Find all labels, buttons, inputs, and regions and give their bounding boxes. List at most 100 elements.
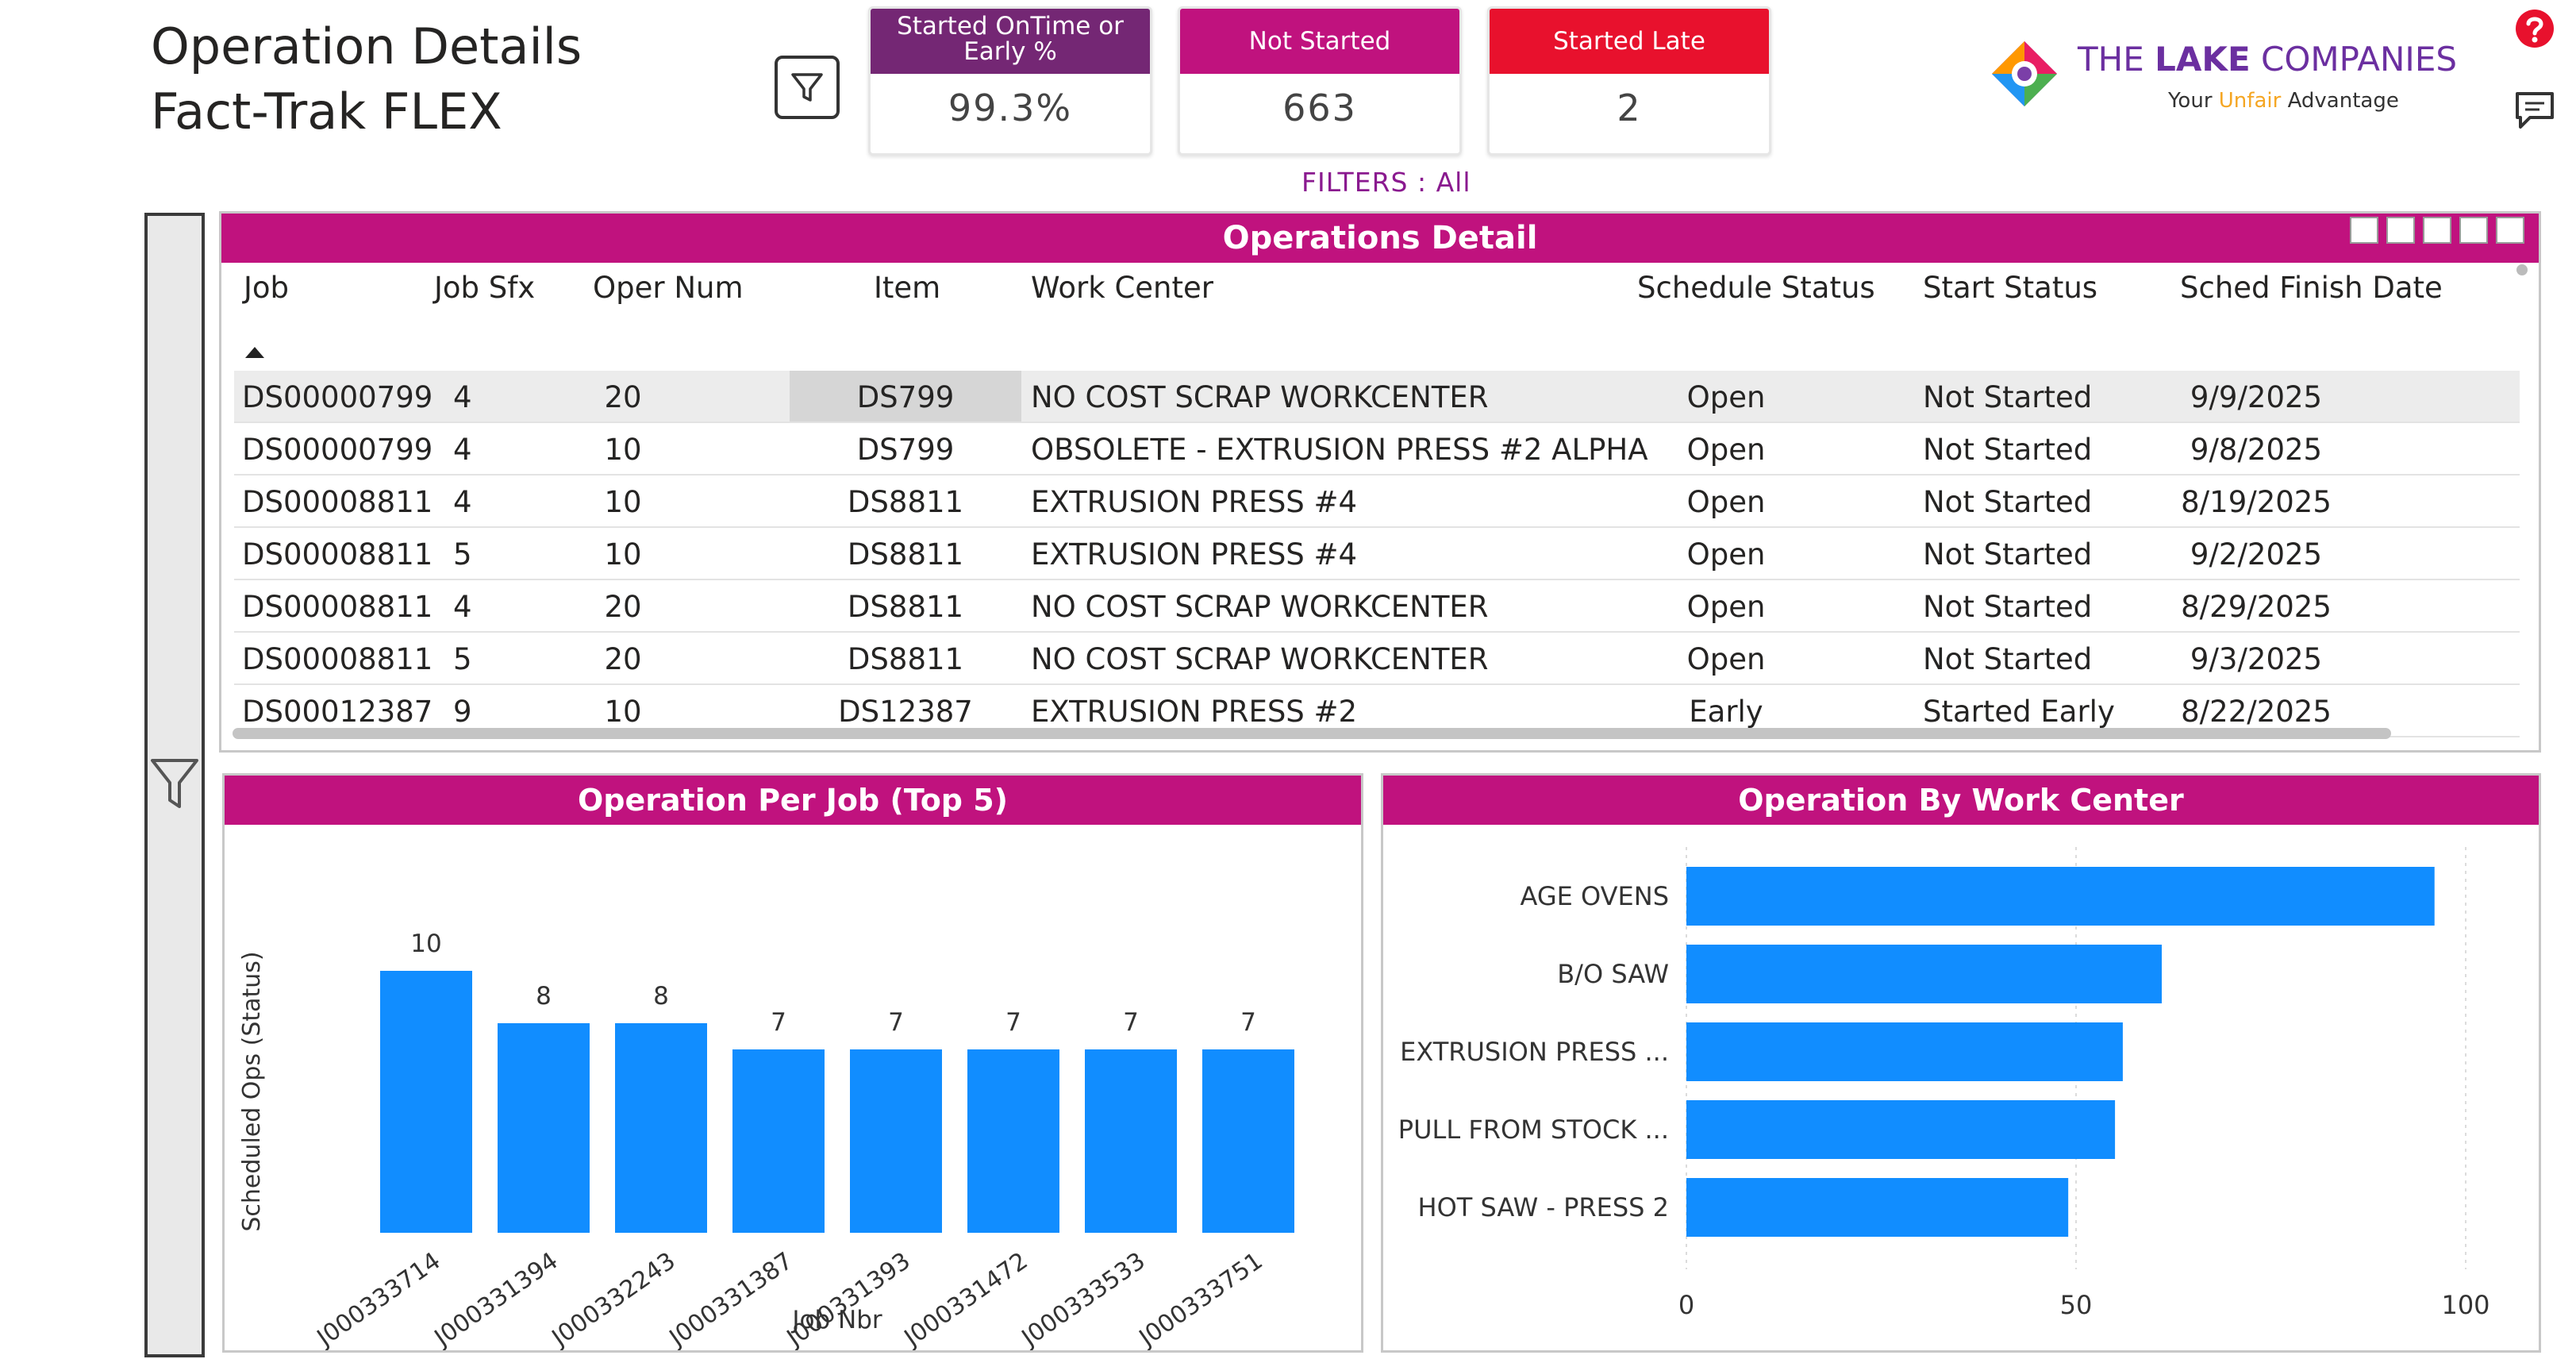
column-header-job[interactable]: Job xyxy=(244,271,290,305)
comment-icon[interactable] xyxy=(2513,87,2557,132)
table-cell[interactable]: 10 xyxy=(604,485,642,519)
table-row[interactable]: DS00008811 4 20 DS8811 NO COST SCRAP WORKCEN… xyxy=(234,580,2520,633)
table-cell[interactable]: Early xyxy=(1689,695,1763,729)
table-cell[interactable]: Open xyxy=(1686,380,1766,414)
table-cell[interactable]: DS8811 xyxy=(847,485,964,519)
table-cell[interactable]: Not Started xyxy=(1923,433,2093,467)
bar[interactable] xyxy=(498,1023,590,1233)
table-cell[interactable]: 9/9/2025 xyxy=(2190,380,2323,414)
table-cell[interactable]: DS12387 xyxy=(838,695,973,729)
column-header-job-sfx[interactable]: Job Sfx xyxy=(434,271,536,305)
horizontal-scrollbar[interactable] xyxy=(233,728,2391,739)
table-cell[interactable]: 9 xyxy=(453,695,472,729)
alert-icon[interactable] xyxy=(2386,217,2415,244)
table-row[interactable]: DS00008811 4 10 DS8811 EXTRUSION PRESS #4 Ope… xyxy=(234,475,2520,528)
table-cell[interactable]: DS8811 xyxy=(847,642,964,676)
table-cell[interactable]: EXTRUSION PRESS #2 xyxy=(1031,695,1358,729)
vertical-scrollbar[interactable] xyxy=(2516,264,2528,275)
bar[interactable] xyxy=(1686,945,2163,1003)
table-cell[interactable]: 8/19/2025 xyxy=(2181,485,2332,519)
table-cell[interactable]: NO COST SCRAP WORKCENTER xyxy=(1031,380,1489,414)
focus-mode-icon[interactable] xyxy=(2459,217,2488,244)
table-cell[interactable]: 10 xyxy=(604,433,642,467)
table-cell[interactable]: Not Started xyxy=(1923,485,2093,519)
table-cell[interactable]: 20 xyxy=(604,590,642,624)
table-cell[interactable]: 4 xyxy=(453,485,472,519)
table-cell[interactable]: DS8811 xyxy=(847,537,964,572)
bar[interactable] xyxy=(615,1023,707,1233)
table-row[interactable]: DS00000799 4 20 DS799 NO COST SCRAP WORKCENT… xyxy=(234,371,2520,423)
more-options-icon[interactable] xyxy=(2496,217,2524,244)
table-cell[interactable]: Not Started xyxy=(1923,537,2093,572)
table-cell[interactable]: 9/8/2025 xyxy=(2190,433,2323,467)
funnel-icon xyxy=(791,73,823,102)
table-row[interactable]: DS00008811 5 10 DS8811 EXTRUSION PRESS #4 Ope… xyxy=(234,528,2520,580)
filter-icon[interactable] xyxy=(2423,217,2451,244)
column-header-item[interactable]: Item xyxy=(874,271,941,305)
column-header-work-center[interactable]: Work Center xyxy=(1031,271,1213,305)
table-cell[interactable]: 4 xyxy=(453,433,472,467)
table-cell[interactable]: EXTRUSION PRESS #4 xyxy=(1031,537,1358,572)
table-cell[interactable]: DS00000799 xyxy=(242,433,433,467)
kpi-label: Not Started xyxy=(1180,9,1459,74)
table-cell[interactable]: OBSOLETE - EXTRUSION PRESS #2 ALPHA xyxy=(1031,433,1648,467)
table-cell[interactable]: Open xyxy=(1686,537,1766,572)
table-cell[interactable]: DS00012387 xyxy=(242,695,433,729)
page-title: Operation Details Fact-Trak FLEX xyxy=(151,14,582,144)
table-cell[interactable]: 20 xyxy=(604,642,642,676)
rail-funnel-icon[interactable] xyxy=(148,754,202,814)
table-cell[interactable]: Open xyxy=(1686,590,1766,624)
bar[interactable] xyxy=(1686,1022,2123,1081)
bar[interactable] xyxy=(1686,867,2435,926)
table-cell[interactable]: Open xyxy=(1686,642,1766,676)
table-cell[interactable]: 8/22/2025 xyxy=(2181,695,2332,729)
column-header-oper-num[interactable]: Oper Num xyxy=(593,271,744,305)
table-cell[interactable]: Not Started xyxy=(1923,380,2093,414)
table-cell[interactable]: 10 xyxy=(604,695,642,729)
table-cell[interactable]: EXTRUSION PRESS #4 xyxy=(1031,485,1358,519)
column-header-schedule-status[interactable]: Schedule Status xyxy=(1637,271,1875,305)
filter-pane-button[interactable] xyxy=(775,56,840,119)
bar[interactable] xyxy=(1202,1049,1294,1233)
table-cell[interactable]: 9/2/2025 xyxy=(2190,537,2323,572)
bar[interactable] xyxy=(1686,1178,2069,1237)
table-cell[interactable]: DS00008811 xyxy=(242,642,433,676)
table-cell[interactable]: DS00008811 xyxy=(242,537,433,572)
table-row[interactable]: DS00012387 9 10 DS12387 EXTRUSION PRESS #2 Ea… xyxy=(234,685,2520,737)
bar[interactable] xyxy=(967,1049,1059,1233)
table-cell[interactable]: 5 xyxy=(453,642,472,676)
bar[interactable] xyxy=(850,1049,942,1233)
table-cell[interactable]: DS00000799 xyxy=(242,380,433,414)
table-cell[interactable]: Not Started xyxy=(1923,590,2093,624)
table-cell[interactable]: 9/3/2025 xyxy=(2190,642,2323,676)
sort-ascending-icon xyxy=(245,347,264,358)
bar[interactable] xyxy=(1686,1100,2116,1159)
table-cell[interactable]: DS799 xyxy=(856,380,955,414)
table-cell[interactable]: 5 xyxy=(453,537,472,572)
table-cell[interactable]: Open xyxy=(1686,433,1766,467)
bar[interactable] xyxy=(732,1049,825,1233)
table-cell[interactable]: 10 xyxy=(604,537,642,572)
table-cell[interactable]: DS00008811 xyxy=(242,590,433,624)
table-cell[interactable]: Not Started xyxy=(1923,642,2093,676)
column-header-sched-finish-date[interactable]: Sched Finish Date xyxy=(2180,271,2443,305)
table-cell[interactable]: NO COST SCRAP WORKCENTER xyxy=(1031,642,1489,676)
table-cell[interactable]: DS8811 xyxy=(847,590,964,624)
table-cell[interactable]: 20 xyxy=(604,380,642,414)
table-cell[interactable]: Started Early xyxy=(1923,695,2115,729)
table-cell[interactable]: DS799 xyxy=(856,433,955,467)
bar[interactable] xyxy=(380,971,472,1233)
table-cell[interactable]: 4 xyxy=(453,590,472,624)
table-row[interactable]: DS00008811 5 20 DS8811 NO COST SCRAP WORKCEN… xyxy=(234,633,2520,685)
pin-icon[interactable] xyxy=(2350,217,2378,244)
help-icon[interactable] xyxy=(2513,6,2557,51)
bar[interactable] xyxy=(1085,1049,1177,1233)
table-cell[interactable]: DS00008811 xyxy=(242,485,433,519)
column-header-start-status[interactable]: Start Status xyxy=(1923,271,2098,305)
table-cell[interactable]: 8/29/2025 xyxy=(2181,590,2332,624)
filter-rail[interactable] xyxy=(144,213,205,1357)
table-cell[interactable]: Open xyxy=(1686,485,1766,519)
table-cell[interactable]: NO COST SCRAP WORKCENTER xyxy=(1031,590,1489,624)
table-row[interactable]: DS00000799 4 10 DS799 OBSOLETE - EXTRUSION P… xyxy=(234,423,2520,475)
table-cell[interactable]: 4 xyxy=(453,380,472,414)
